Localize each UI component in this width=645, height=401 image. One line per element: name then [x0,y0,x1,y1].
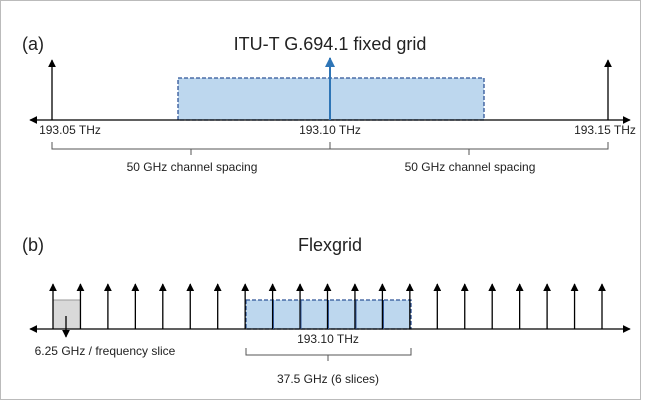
brace [329,142,609,155]
panel-label: (a) [22,34,44,54]
frequency-label: 193.05 THz [39,123,101,137]
slice-label: 6.25 GHz / frequency slice [35,344,176,358]
brace [51,142,331,155]
spacing-label: 50 GHz channel spacing [405,160,536,174]
panel-label: (b) [22,235,44,255]
panel-b: (b) Flexgrid 6.25 GHz / frequency slice … [22,235,631,386]
width-label: 37.5 GHz (6 slices) [277,372,379,386]
slice [52,299,81,330]
brace [245,348,412,361]
panel-title: ITU-T G.694.1 fixed grid [234,34,427,54]
panel-a: (a) ITU-T G.694.1 fixed grid 193.05 THz … [22,34,636,174]
panel-title: Flexgrid [298,235,362,255]
spacing-label: 50 GHz channel spacing [127,160,258,174]
frequency-label: 193.15 THz [574,123,636,137]
center-label: 193.10 THz [297,332,359,346]
frequency-label: 193.10 THz [299,123,361,137]
